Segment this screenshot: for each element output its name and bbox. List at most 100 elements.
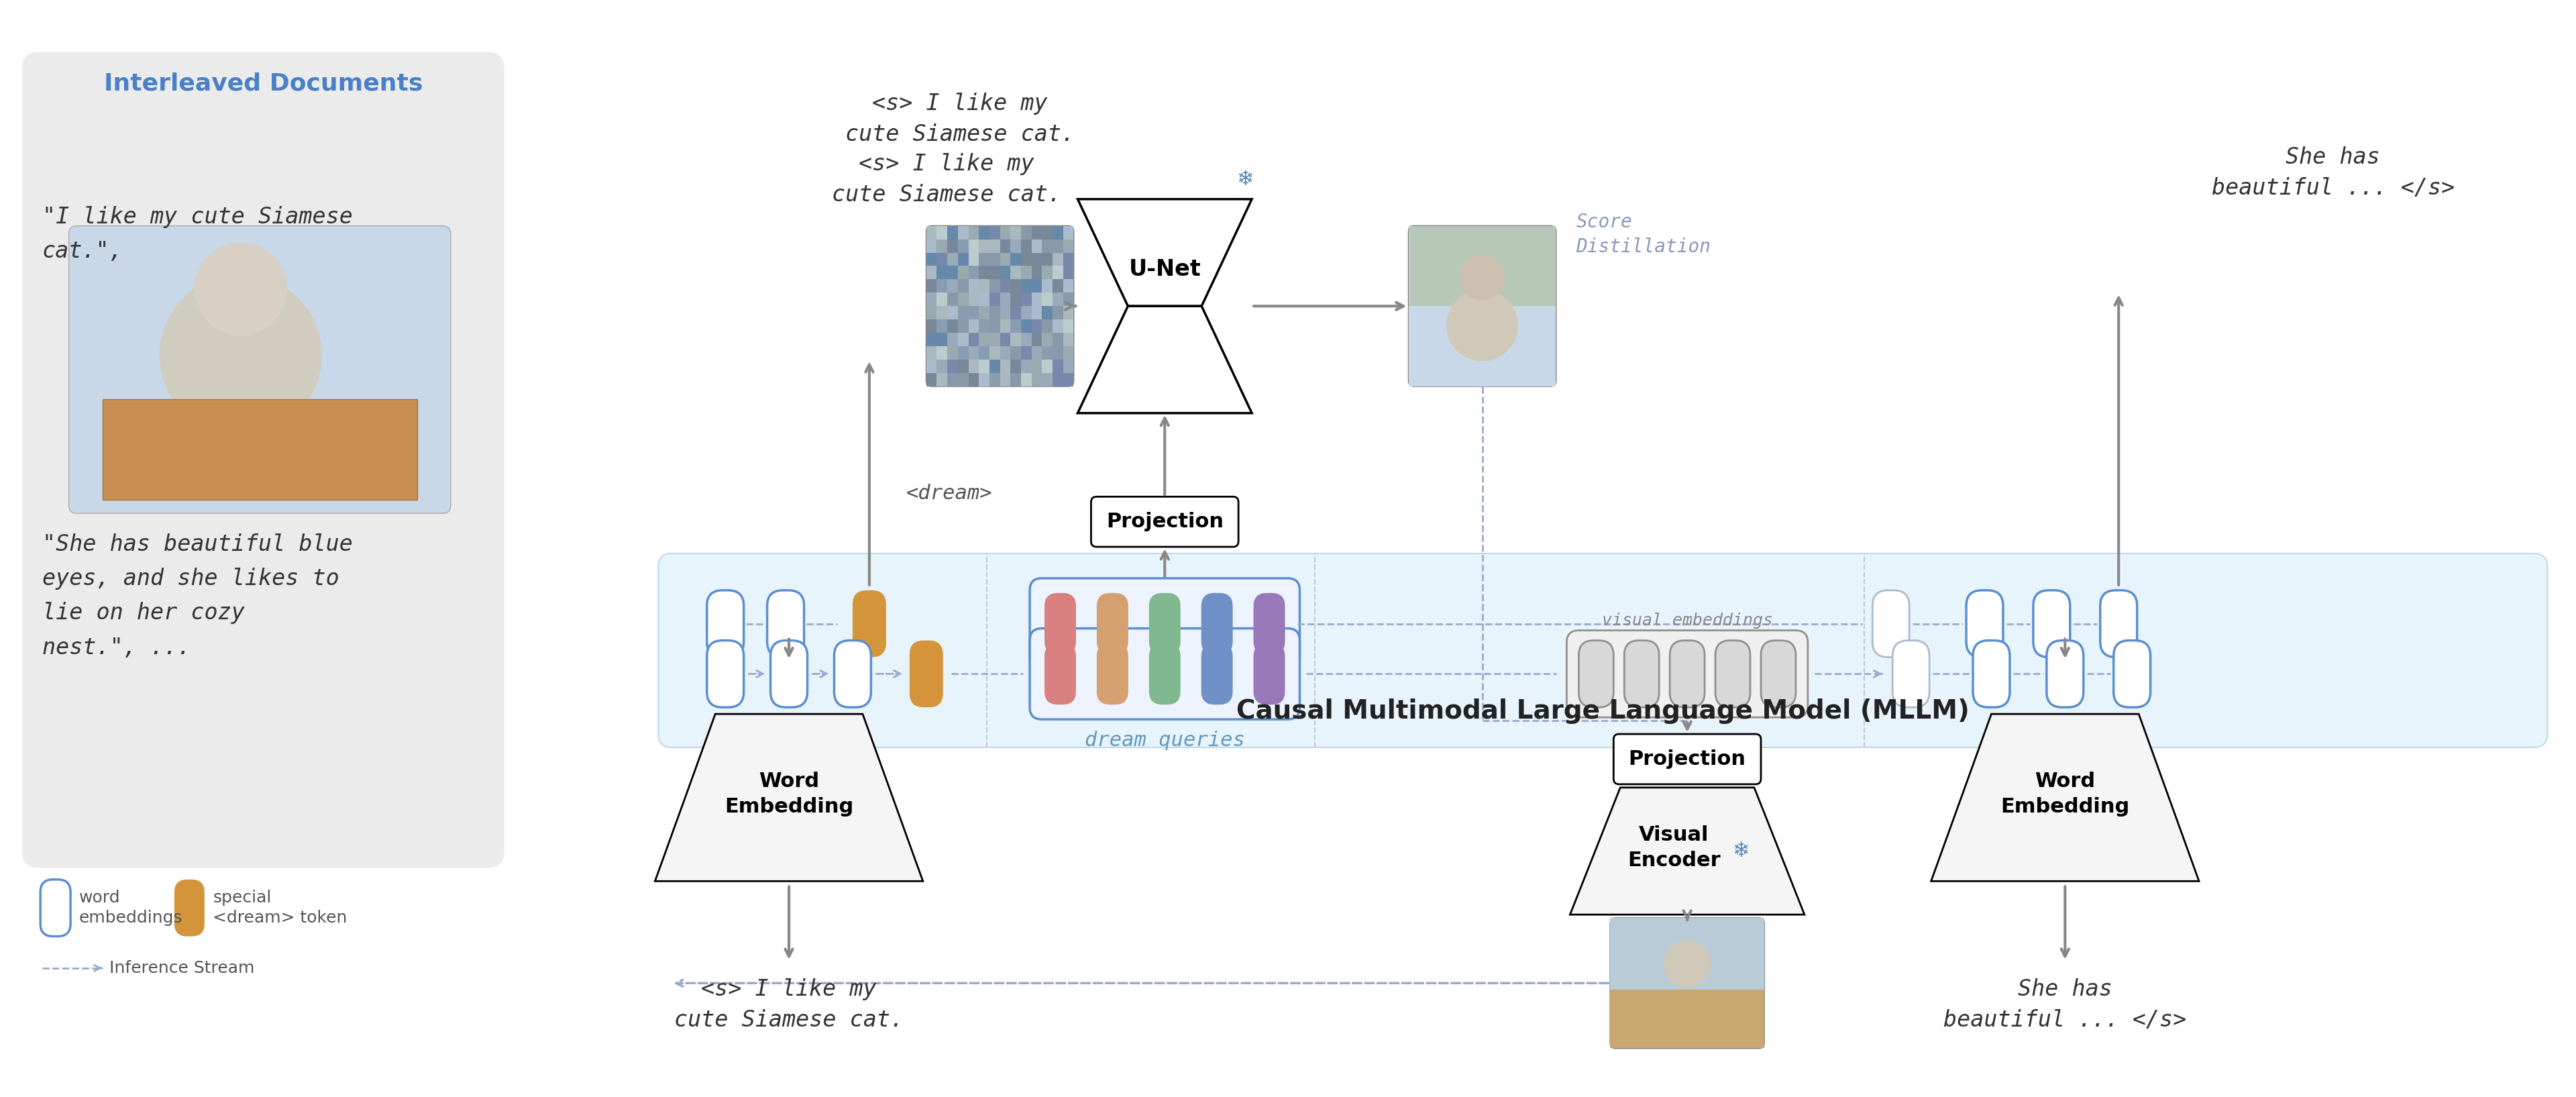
Bar [969, 252, 979, 265]
Bar [1054, 347, 1064, 360]
Bar [948, 226, 958, 239]
Bar [969, 280, 979, 293]
Bar [1064, 306, 1074, 319]
Bar [1064, 319, 1074, 332]
Bar [938, 306, 948, 319]
FancyBboxPatch shape [1043, 643, 1077, 704]
Bar [1030, 373, 1043, 386]
Bar [927, 265, 938, 280]
Bar [958, 319, 969, 332]
Text: "I like my cute Siamese
cat.",: "I like my cute Siamese cat.", [41, 206, 353, 262]
Bar [948, 239, 958, 252]
Bar [979, 280, 989, 293]
Bar [938, 280, 948, 293]
Bar [979, 265, 989, 280]
FancyBboxPatch shape [1092, 497, 1239, 546]
Bar [1064, 360, 1074, 373]
Bar [1054, 360, 1064, 373]
FancyBboxPatch shape [1669, 641, 1705, 708]
Bar [969, 293, 979, 306]
FancyBboxPatch shape [853, 590, 886, 657]
Bar [999, 265, 1010, 280]
Bar [999, 306, 1010, 319]
Bar [999, 347, 1010, 360]
Bar [958, 226, 969, 239]
Text: Visual
Encoder: Visual Encoder [1628, 825, 1721, 870]
Bar [938, 319, 948, 332]
FancyBboxPatch shape [2045, 641, 2084, 708]
Bar [1409, 226, 1556, 306]
Bar [1043, 239, 1054, 252]
Text: <s> I like my
cute Siamese cat.: <s> I like my cute Siamese cat. [845, 92, 1074, 146]
Bar [948, 360, 958, 373]
Bar [1054, 373, 1064, 386]
FancyBboxPatch shape [1097, 643, 1128, 704]
Bar [1030, 252, 1043, 265]
Bar [103, 399, 417, 500]
Bar [927, 226, 938, 239]
Bar [1020, 265, 1030, 280]
Bar [1030, 280, 1043, 293]
FancyBboxPatch shape [1149, 643, 1180, 704]
FancyBboxPatch shape [768, 590, 804, 657]
Circle shape [196, 244, 286, 335]
Bar [1043, 332, 1054, 347]
Bar [938, 252, 948, 265]
Bar [958, 280, 969, 293]
Bar [1043, 226, 1054, 239]
FancyBboxPatch shape [41, 880, 70, 937]
Bar [999, 239, 1010, 252]
Bar [969, 226, 979, 239]
FancyBboxPatch shape [1255, 643, 1285, 704]
Bar [1010, 226, 1020, 239]
Bar [1010, 332, 1020, 347]
Bar [1043, 373, 1054, 386]
Text: She has
beautiful ... </s>: She has beautiful ... </s> [2210, 146, 2455, 200]
FancyBboxPatch shape [2099, 590, 2138, 657]
Bar [1020, 239, 1030, 252]
Bar [989, 280, 999, 293]
Bar [1054, 239, 1064, 252]
FancyBboxPatch shape [2032, 590, 2071, 657]
Bar [958, 306, 969, 319]
Text: She has
beautiful ... </s>: She has beautiful ... </s> [1942, 979, 2187, 1031]
Bar [927, 347, 938, 360]
Bar [1054, 265, 1064, 280]
Bar [1043, 306, 1054, 319]
Bar [989, 252, 999, 265]
FancyBboxPatch shape [1566, 631, 1808, 717]
Bar [969, 332, 979, 347]
Bar [1020, 252, 1030, 265]
Text: ❄: ❄ [1236, 170, 1255, 189]
Text: ❄: ❄ [1731, 841, 1749, 861]
Text: Score
Distillation: Score Distillation [1577, 213, 1710, 256]
FancyBboxPatch shape [1043, 593, 1077, 655]
FancyBboxPatch shape [23, 52, 505, 868]
Bar [979, 239, 989, 252]
Bar [938, 360, 948, 373]
FancyBboxPatch shape [1893, 641, 1929, 708]
Bar [958, 293, 969, 306]
Bar [948, 265, 958, 280]
Bar [958, 373, 969, 386]
Polygon shape [1077, 200, 1252, 306]
Bar [979, 373, 989, 386]
FancyBboxPatch shape [1097, 593, 1128, 655]
Bar [999, 280, 1010, 293]
Bar [1064, 280, 1074, 293]
FancyBboxPatch shape [835, 641, 871, 708]
Bar [1054, 306, 1064, 319]
Bar [1030, 265, 1043, 280]
FancyBboxPatch shape [1873, 590, 1909, 657]
Bar [927, 252, 938, 265]
Bar [1064, 373, 1074, 386]
Bar [927, 280, 938, 293]
Bar [1010, 306, 1020, 319]
Bar [989, 332, 999, 347]
Bar [969, 319, 979, 332]
Bar [1064, 347, 1074, 360]
Bar [927, 332, 938, 347]
FancyBboxPatch shape [1255, 593, 1285, 655]
Circle shape [1461, 255, 1504, 299]
Bar [1064, 332, 1074, 347]
